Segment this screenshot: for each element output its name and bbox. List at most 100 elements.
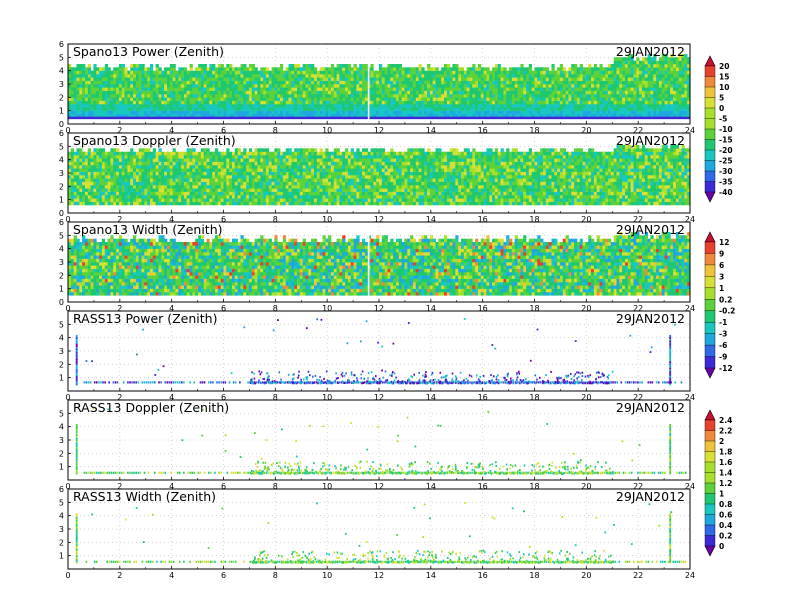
heatmap-cell	[178, 188, 182, 192]
heatmap-cell	[565, 90, 569, 95]
heatmap-cell	[70, 67, 74, 71]
heatmap-cell	[260, 70, 264, 75]
heatmap-cell	[130, 198, 134, 202]
heatmap-cell	[90, 87, 94, 91]
heatmap-cell	[79, 80, 83, 85]
heatmap-cell	[189, 171, 193, 176]
heatmap-cell	[198, 175, 202, 179]
heatmap-cell	[189, 195, 193, 199]
heatmap-cell	[118, 178, 123, 182]
heatmap-cell	[675, 67, 680, 71]
heatmap-cell	[130, 191, 134, 196]
heatmap-cell	[155, 165, 159, 169]
heatmap-cell	[568, 80, 572, 85]
heatmap-cell	[220, 104, 224, 108]
heatmap-cell	[593, 70, 598, 75]
heatmap-cell	[73, 175, 77, 179]
heatmap-cell	[429, 80, 434, 85]
heatmap-cell	[79, 104, 83, 108]
heatmap-cell	[308, 97, 312, 101]
heatmap-cell	[116, 191, 120, 196]
heatmap-cell	[274, 198, 278, 202]
heatmap-cell	[656, 94, 660, 98]
heatmap-cell	[116, 114, 120, 118]
heatmap-cell	[619, 94, 623, 98]
heatmap-cell	[116, 178, 120, 182]
heatmap-cell	[596, 70, 600, 75]
heatmap-cell	[181, 100, 185, 105]
heatmap-cell	[217, 97, 221, 101]
heatmap-cell	[314, 198, 318, 202]
heatmap-cell	[311, 67, 315, 71]
heatmap-cell	[73, 97, 77, 101]
heatmap-cell	[314, 201, 318, 206]
heatmap-cell	[138, 110, 142, 115]
heatmap-cell	[339, 84, 343, 88]
heatmap-cell	[540, 84, 544, 88]
heatmap-cell	[79, 195, 83, 199]
heatmap-cell	[265, 94, 270, 98]
heatmap-cell	[215, 165, 219, 169]
heatmap-cell	[229, 84, 233, 88]
heatmap-cell	[610, 90, 614, 95]
heatmap-cell	[469, 100, 473, 105]
heatmap-cell	[537, 87, 541, 91]
heatmap-cell	[229, 104, 233, 108]
heatmap-cell	[322, 100, 326, 105]
heatmap-cell	[401, 87, 405, 91]
heatmap-cell	[299, 198, 303, 202]
heatmap-cell	[144, 185, 148, 189]
heatmap-cell	[630, 97, 634, 101]
heatmap-cell	[150, 87, 154, 91]
heatmap-cell	[254, 70, 258, 75]
heatmap-cell	[588, 84, 592, 88]
heatmap-cell	[438, 104, 442, 108]
heatmap-cell	[198, 158, 202, 162]
heatmap-cell	[353, 67, 357, 71]
heatmap-cell	[263, 191, 267, 196]
heatmap-cell	[288, 80, 292, 85]
heatmap-cell	[226, 148, 230, 152]
heatmap-cell	[599, 104, 603, 108]
heatmap-cell	[667, 104, 671, 108]
heatmap-cell	[155, 77, 159, 81]
heatmap-cell	[297, 97, 301, 101]
heatmap-cell	[582, 74, 586, 78]
heatmap-cell	[206, 178, 210, 182]
heatmap-cell	[288, 191, 292, 196]
heatmap-cell	[305, 151, 309, 156]
heatmap-cell	[229, 97, 233, 101]
heatmap-cell	[158, 77, 162, 81]
heatmap-cell	[150, 178, 154, 182]
heatmap-cell	[181, 175, 185, 179]
heatmap-cell	[209, 188, 213, 192]
heatmap-cell	[588, 100, 592, 105]
heatmap-cell	[407, 94, 411, 98]
heatmap-cell	[229, 185, 233, 189]
heatmap-cell	[328, 74, 332, 78]
heatmap-cell	[438, 90, 442, 95]
heatmap-cell	[427, 70, 431, 75]
heatmap-cell	[308, 64, 312, 68]
heatmap-cell	[641, 94, 646, 98]
heatmap-cell	[99, 201, 103, 206]
heatmap-cell	[506, 87, 510, 91]
heatmap-cell	[520, 107, 524, 111]
heatmap-cell	[427, 107, 431, 111]
heatmap-cell	[164, 178, 168, 182]
heatmap-cell	[121, 158, 125, 162]
heatmap-cell	[376, 104, 380, 108]
heatmap-cell	[523, 80, 527, 85]
heatmap-cell	[73, 67, 77, 71]
heatmap-cell	[446, 97, 451, 101]
x-tick-label: 20	[581, 126, 591, 135]
heatmap-cell	[387, 80, 391, 85]
heatmap-cell	[418, 94, 422, 98]
heatmap-cell	[181, 114, 185, 118]
heatmap-cell	[330, 80, 335, 85]
heatmap-cell	[87, 114, 91, 118]
heatmap-cell	[85, 175, 89, 179]
heatmap-cell	[155, 100, 159, 105]
heatmap-cell	[387, 110, 391, 115]
heatmap-cell	[543, 110, 547, 115]
